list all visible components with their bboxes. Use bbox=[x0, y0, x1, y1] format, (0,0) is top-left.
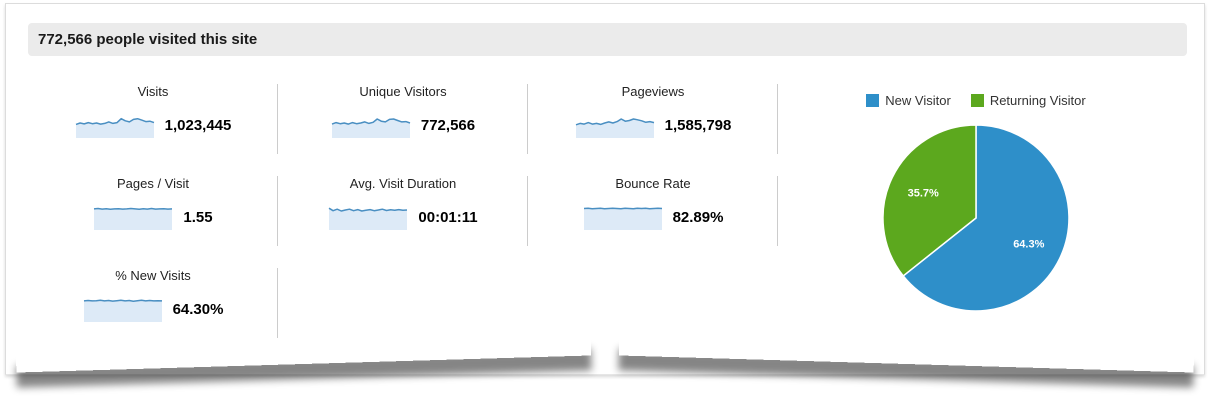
sparkline-bounce-rate bbox=[583, 207, 662, 230]
metric-value: 772,566 bbox=[420, 116, 476, 134]
sparkline-unique-visitors bbox=[331, 118, 411, 138]
metric-label: Unique Visitors bbox=[359, 84, 447, 99]
sparkline-visits bbox=[75, 117, 154, 138]
new-visitor-swatch-icon bbox=[866, 94, 880, 107]
legend-label: New Visitor bbox=[885, 93, 951, 108]
report-content: Visits 1,023,445 Unique Visitors 772,566… bbox=[6, 56, 1204, 356]
legend-label: Returning Visitor bbox=[989, 93, 1086, 108]
visitor-type-pie-chart: 64.3% 35.7% bbox=[882, 124, 1070, 312]
pie-slice-returning-visitor bbox=[882, 124, 977, 277]
metrics-grid: Visits 1,023,445 Unique Visitors 772,566… bbox=[28, 80, 778, 356]
metric-value: 1.55 bbox=[183, 208, 213, 226]
metric-value: 64.30% bbox=[172, 300, 224, 318]
pie-slice-label: 35.7% bbox=[908, 188, 939, 200]
visitor-type-panel: New Visitor Returning Visitor 64.3% 35.7% bbox=[778, 56, 1174, 318]
page-title: 772,566 people visited this site bbox=[38, 31, 258, 48]
metric-value: 00:01:11 bbox=[418, 208, 478, 226]
sparkline-pages-per-visit bbox=[94, 207, 173, 230]
metric-label: Pages / Visit bbox=[116, 176, 190, 191]
sparkline-avg-visit-duration bbox=[329, 207, 408, 230]
metric-pages-per-visit: Pages / Visit 1.55 bbox=[28, 172, 278, 264]
report-card: 772,566 people visited this site Visits … bbox=[5, 3, 1205, 375]
metric-label: Bounce Rate bbox=[615, 176, 691, 191]
metric-percent-new-visits: % New Visits 64.30% bbox=[28, 264, 278, 356]
metric-label: Visits bbox=[137, 84, 169, 99]
metric-label: Pageviews bbox=[621, 84, 685, 99]
pie-legend: New Visitor Returning Visitor bbox=[866, 93, 1086, 108]
metric-label: % New Visits bbox=[115, 268, 191, 283]
metric-bounce-rate: Bounce Rate 82.89% bbox=[528, 172, 778, 264]
metric-value: 1,585,798 bbox=[664, 116, 732, 134]
legend-item-returning-visitor: Returning Visitor bbox=[970, 93, 1086, 108]
metric-unique-visitors: Unique Visitors 772,566 bbox=[278, 80, 528, 172]
empty-cell bbox=[528, 264, 778, 356]
pie-slice-label: 64.3% bbox=[1013, 238, 1044, 250]
pie-slice-new-visitor bbox=[902, 124, 1070, 312]
metric-value: 1,023,445 bbox=[164, 116, 232, 134]
returning-visitor-swatch-icon bbox=[970, 94, 984, 107]
empty-cell bbox=[278, 264, 528, 356]
metric-label: Avg. Visit Duration bbox=[349, 176, 457, 191]
sparkline-pageviews bbox=[575, 118, 654, 138]
report-header: 772,566 people visited this site bbox=[28, 23, 1187, 56]
metric-avg-visit-duration: Avg. Visit Duration 00:01:11 bbox=[278, 172, 528, 264]
sparkline-percent-new-visits bbox=[83, 299, 162, 322]
legend-item-new-visitor: New Visitor bbox=[866, 93, 951, 108]
metric-visits: Visits 1,023,445 bbox=[28, 80, 278, 172]
metric-pageviews: Pageviews 1,585,798 bbox=[528, 80, 778, 172]
metric-value: 82.89% bbox=[672, 208, 724, 226]
